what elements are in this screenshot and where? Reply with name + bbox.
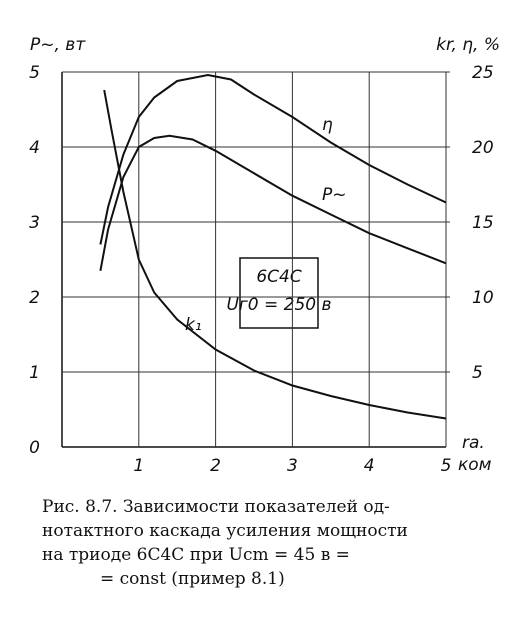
x-tick-label: 5 — [441, 456, 452, 476]
annotation: Uг0 = 250 в — [226, 295, 331, 315]
series-label: P~ — [322, 185, 347, 205]
x-tick-label: 2 — [210, 456, 221, 476]
series-line — [99, 73, 447, 245]
series-label: k₁ — [185, 315, 202, 335]
annotation: 6С4С — [256, 267, 302, 287]
series-line — [103, 89, 447, 420]
caption: Рис. 8.7. Зависимости показателей од- — [42, 497, 390, 517]
y2-tick-label: 5 — [472, 363, 483, 383]
series-label: η — [322, 115, 333, 135]
y2-tick-label: 20 — [472, 138, 494, 158]
caption: на триоде 6С4С при Ucm = 45 в = — [42, 545, 350, 565]
x-tick-label: 3 — [287, 456, 298, 476]
y-tick-label: 1 — [29, 363, 40, 383]
y2-tick-label: 25 — [472, 63, 494, 83]
caption: нотактного каскада усиления мощности — [42, 521, 408, 541]
y-tick-label: 5 — [29, 63, 40, 83]
y2-tick-label: 10 — [472, 288, 494, 308]
series-line — [99, 134, 447, 271]
x-tick-label: 4 — [364, 456, 375, 476]
x-tick-label: 1 — [133, 456, 144, 476]
x-axis-unit: ком — [458, 455, 492, 475]
annotation-box — [239, 257, 319, 329]
y-tick-label: 2 — [29, 288, 40, 308]
y-tick-label: 4 — [29, 138, 40, 158]
y-axis-label: P~, вт — [30, 35, 86, 55]
y-tick-label: 3 — [29, 213, 40, 233]
y-tick-label: 0 — [29, 438, 40, 458]
y2-axis-label: kr, η, % — [436, 35, 500, 55]
y2-tick-label: 15 — [472, 213, 494, 233]
x-axis-label: rа. — [462, 433, 485, 453]
caption: = const (пример 8.1) — [100, 569, 285, 589]
